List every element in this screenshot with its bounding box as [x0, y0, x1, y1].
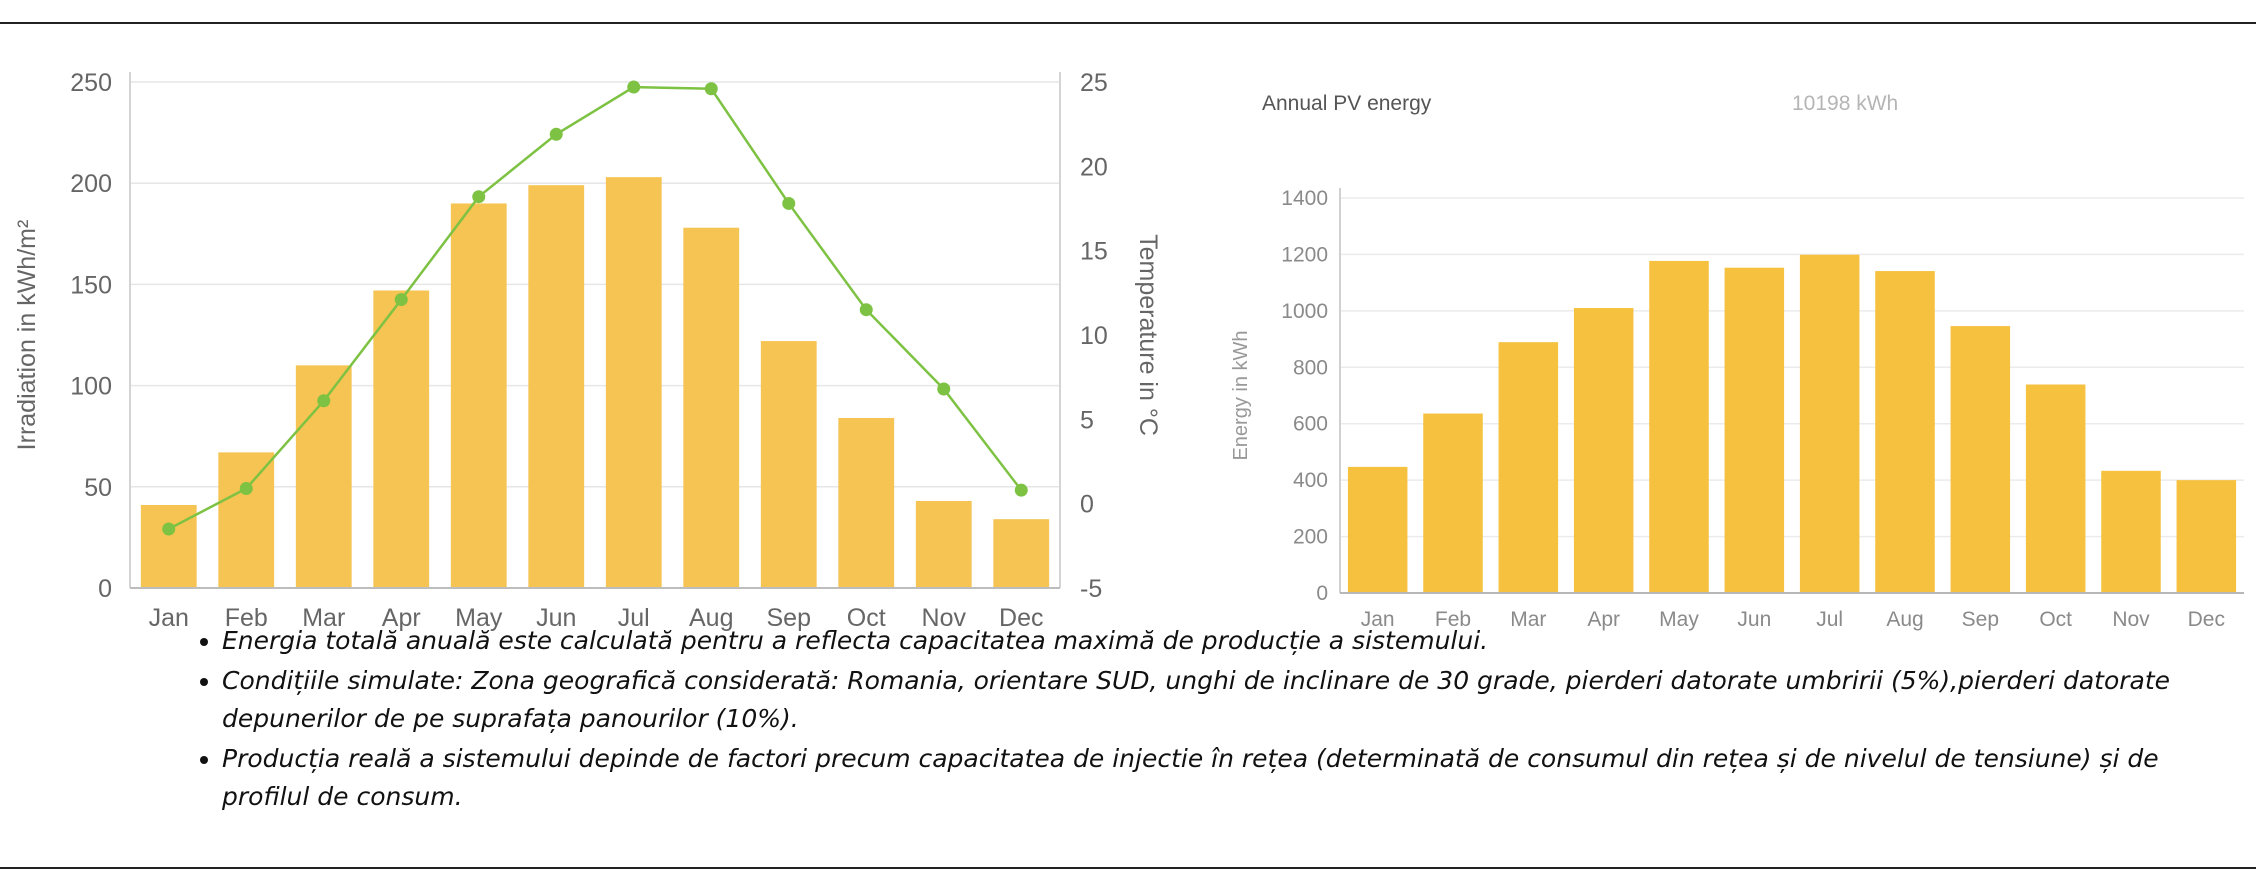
- irradiation-bar: [993, 519, 1050, 588]
- x-tick-label: Dec: [2188, 608, 2225, 631]
- irradiation-bar: [450, 203, 507, 588]
- y-tick-label: 0: [1316, 582, 1328, 605]
- energy-bar: [1875, 271, 1935, 593]
- annual-pv-energy-label: Annual PV energy: [1262, 92, 1432, 115]
- irradiation-temperature-chart: 0 50 100 150 200 250 -5 0 5 10 15 20 25 Jan Feb Mar Apr M…: [13, 69, 1162, 632]
- irradiation-bar: [605, 177, 662, 589]
- y-tick-label: 1200: [1281, 243, 1328, 266]
- y-tick-label: 100: [70, 373, 112, 401]
- x-tick-label: May: [455, 604, 503, 632]
- y-tick-label: 200: [70, 170, 112, 198]
- x-tick-label: Nov: [2112, 608, 2150, 631]
- y-tick-label: 250: [70, 69, 112, 97]
- temperature-line: [168, 85, 1023, 531]
- x-tick-label: Sep: [767, 604, 811, 632]
- temperature-point: [1014, 483, 1028, 497]
- y2-tick-label: 25: [1080, 69, 1108, 97]
- x-tick-label: Apr: [1587, 608, 1620, 631]
- monthly-energy-chart: 0 200 400 600 800 1000 1200 1400 Jan Feb Mar Apr May…: [1230, 187, 2244, 631]
- irradiation-bar: [373, 290, 430, 588]
- y2-tick-label: 20: [1080, 153, 1108, 181]
- x-tick-label: Oct: [2039, 608, 2072, 631]
- x-tick-label: Jun: [536, 604, 576, 632]
- energy-bar: [1799, 254, 1860, 594]
- temperature-point: [627, 80, 641, 94]
- temperature-point: [394, 293, 408, 307]
- bottom-rule: [0, 867, 2256, 869]
- y-tick-label: 1000: [1281, 300, 1328, 323]
- x-tick-label: Feb: [225, 604, 268, 632]
- temperature-point: [937, 382, 951, 396]
- x-tick-label: Dec: [999, 604, 1043, 632]
- note-item: Producția reală a sistemului depinde de …: [222, 740, 2242, 816]
- temperature-point: [162, 522, 176, 536]
- energy-bar: [2176, 480, 2237, 593]
- temperature-point: [472, 190, 486, 204]
- temperature-point: [859, 303, 873, 317]
- x-tick-label: Jul: [1816, 608, 1843, 631]
- x-tick-label: Jul: [618, 604, 650, 632]
- annual-pv-energy-value: 10198 kWh: [1792, 92, 1899, 115]
- x-tick-label: Mar: [1510, 608, 1546, 631]
- irradiation-bar: [683, 227, 740, 588]
- y-tick-label: 600: [1293, 413, 1328, 436]
- y-tick-label: 0: [98, 575, 112, 603]
- energy-bar: [1347, 466, 1408, 593]
- temperature-point: [782, 196, 796, 210]
- x-tick-label: Aug: [1886, 608, 1923, 631]
- y-tick-label: 1400: [1281, 187, 1328, 210]
- irradiation-bar: [218, 452, 275, 588]
- note-item: Energia totală anuală este calculată pen…: [222, 622, 2242, 660]
- energy-bar: [1498, 342, 1559, 593]
- x-tick-label: Jun: [1737, 608, 1771, 631]
- y-tick-label: 150: [70, 271, 112, 299]
- top-rule: [0, 22, 2256, 24]
- y-axis-label: Irradiation in kWh/m²: [13, 220, 41, 451]
- x-tick-label: Oct: [847, 604, 886, 632]
- y2-axis-label: Temperature in °C: [1134, 234, 1162, 436]
- x-tick-label: Feb: [1435, 608, 1471, 631]
- y2-tick-label: 10: [1080, 322, 1108, 350]
- notes-list: Energia totală anuală este calculată pen…: [178, 622, 2242, 818]
- y-tick-label: 50: [84, 474, 112, 502]
- temperature-point: [317, 394, 331, 408]
- energy-bar: [1950, 326, 2011, 593]
- x-tick-label: Nov: [922, 604, 967, 632]
- y2-tick-label: 0: [1080, 491, 1094, 519]
- note-item: Condițiile simulate: Zona geografică con…: [222, 662, 2242, 738]
- temperature-point: [239, 481, 253, 495]
- irradiation-bar: [528, 185, 585, 588]
- x-tick-label: Jan: [149, 604, 189, 632]
- x-tick-label: Aug: [689, 604, 733, 632]
- y2-tick-label: -5: [1080, 575, 1102, 603]
- x-tick-label: Mar: [302, 604, 345, 632]
- y-tick-label: 800: [1293, 356, 1328, 379]
- energy-bar: [2101, 470, 2161, 593]
- y-tick-label: 400: [1293, 469, 1328, 492]
- y2-tick-label: 5: [1080, 406, 1094, 434]
- irradiation-bar: [838, 417, 895, 588]
- y-tick-label: 200: [1293, 526, 1328, 549]
- x-tick-label: Jan: [1361, 608, 1395, 631]
- x-tick-label: Apr: [382, 604, 421, 632]
- energy-bar: [1724, 267, 1785, 593]
- y2-tick-label: 15: [1080, 238, 1108, 266]
- x-tick-label: May: [1659, 608, 1699, 631]
- temperature-point: [704, 82, 718, 96]
- energy-bar: [1649, 260, 1709, 593]
- irradiation-bar: [915, 500, 972, 588]
- irradiation-bar: [760, 341, 817, 588]
- energy-bar: [1423, 413, 1483, 593]
- x-tick-label: Sep: [1962, 608, 1999, 631]
- energy-bar: [1573, 308, 1634, 593]
- energy-bar: [2025, 384, 2086, 593]
- y-axis-label: Energy in kWh: [1230, 330, 1252, 460]
- temperature-point: [549, 127, 563, 141]
